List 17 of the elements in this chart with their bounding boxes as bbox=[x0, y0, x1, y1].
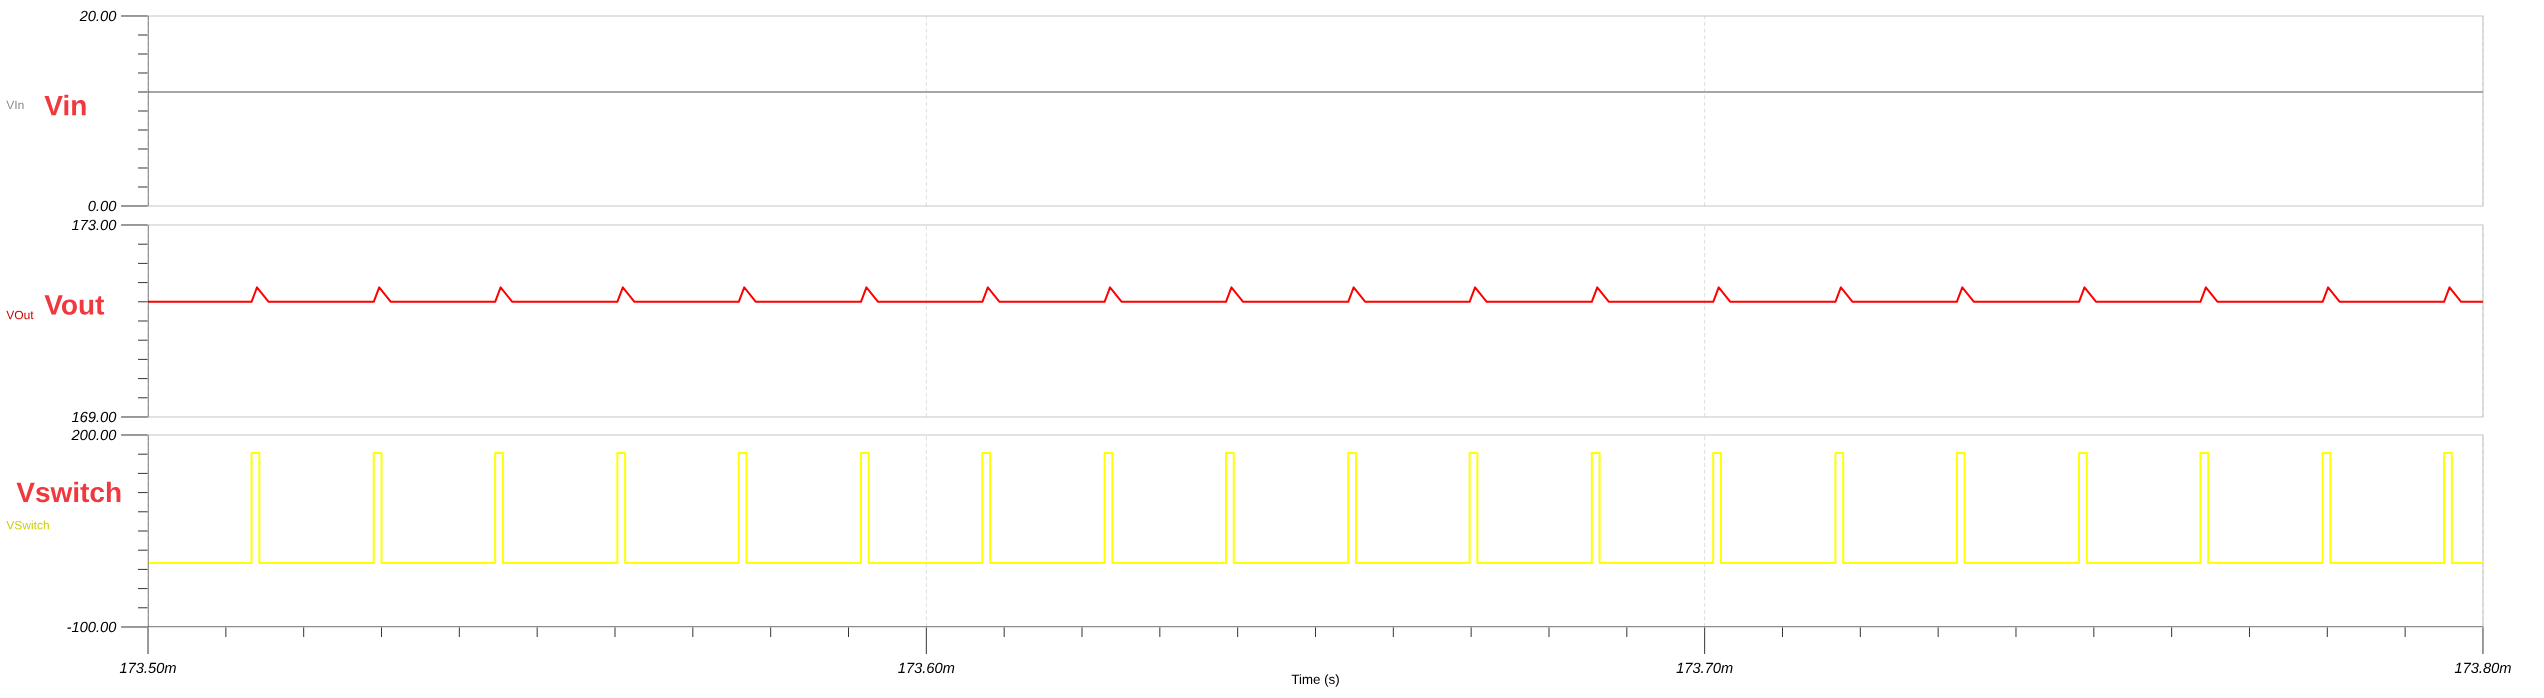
y-tick-label: 173.00 bbox=[71, 219, 117, 231]
text: VOut bbox=[6, 310, 34, 320]
y-tick-label: 0.00 bbox=[88, 200, 117, 212]
text: Vswitch bbox=[16, 481, 121, 503]
y-tick-label: -100.00 bbox=[67, 621, 117, 633]
x-tick-label: 173.50m bbox=[119, 662, 176, 674]
y-tick-label: 20.00 bbox=[79, 10, 117, 22]
text: VSwitch bbox=[6, 520, 49, 530]
y-tick-label: 200.00 bbox=[71, 429, 117, 441]
x-axis-title: Time (s) bbox=[1291, 674, 1339, 687]
text: Vout bbox=[44, 295, 105, 315]
x-tick-label: 173.80m bbox=[2454, 662, 2511, 674]
text: Vin bbox=[44, 94, 86, 116]
text: VIn bbox=[6, 100, 24, 110]
x-tick-label: 173.60m bbox=[898, 662, 955, 674]
x-tick-label: 173.70m bbox=[1676, 662, 1733, 674]
y-tick-label: 169.00 bbox=[71, 411, 117, 423]
